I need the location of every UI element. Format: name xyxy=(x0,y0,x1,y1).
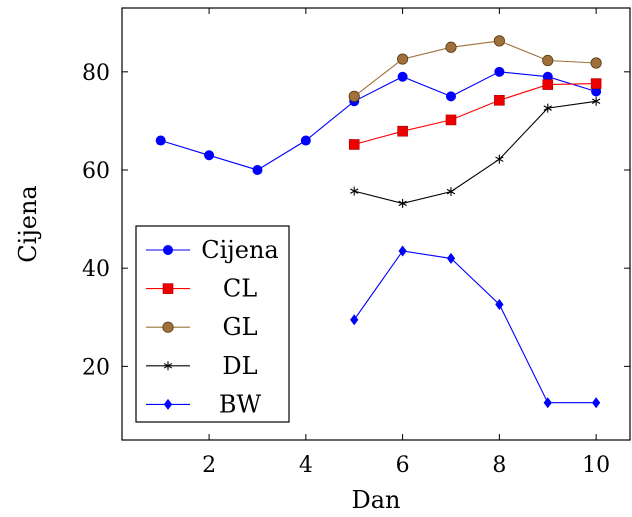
data-point-dl-1 xyxy=(398,198,407,208)
y-tick-label: 40 xyxy=(82,257,110,282)
plot-frame xyxy=(121,7,631,441)
series-line-cijena xyxy=(160,71,597,171)
x-tick-label: 2 xyxy=(202,453,216,478)
data-point-cijena-2 xyxy=(252,165,263,175)
legend-entry-cl: CL xyxy=(223,275,257,303)
legend-entry-dl: DL xyxy=(222,352,257,380)
data-point-cl-3 xyxy=(494,94,505,106)
data-point-cijena-0 xyxy=(155,135,166,146)
data-point-gl-0 xyxy=(348,90,360,102)
data-point-cl-1 xyxy=(397,125,408,137)
data-point-bw-0 xyxy=(350,314,359,326)
y-tick-label: 20 xyxy=(82,355,110,380)
data-point-cijena-6 xyxy=(445,91,456,102)
y-tick-label: 60 xyxy=(82,159,110,184)
data-point-cijena-9 xyxy=(591,86,602,97)
data-point-dl-0 xyxy=(350,186,359,196)
x-tick-label: 6 xyxy=(396,453,410,478)
data-point-bw-2 xyxy=(446,252,456,264)
data-point-cl-2 xyxy=(445,114,457,126)
data-point-gl-4 xyxy=(542,54,554,67)
data-point-cijena-8 xyxy=(542,71,553,82)
data-point-cl-5 xyxy=(590,78,602,89)
x-tick-label: 8 xyxy=(492,453,506,478)
data-point-dl-3 xyxy=(495,154,504,164)
data-point-gl-1 xyxy=(397,53,409,65)
x-tick-label: 10 xyxy=(582,453,610,478)
legend-marker-bw xyxy=(163,398,173,410)
axes-layer: 2 4 6 8 10 20 40 60 80 xyxy=(82,7,631,478)
data-point-gl-3 xyxy=(493,35,505,47)
legend-entry-cijena: Cijena xyxy=(201,236,278,264)
data-point-cijena-3 xyxy=(300,135,311,146)
data-point-dl-4 xyxy=(543,103,552,113)
legend-box xyxy=(135,225,290,423)
series-line-dl xyxy=(354,100,597,204)
data-point-dl-5 xyxy=(591,96,601,106)
legend-entry-gl: GL xyxy=(222,313,257,341)
data-point-gl-5 xyxy=(590,57,602,69)
data-point-bw-1 xyxy=(398,245,407,257)
x-axis-label: Dan xyxy=(351,486,400,514)
series-layer xyxy=(155,35,602,409)
data-point-cijena-5 xyxy=(397,71,408,82)
legend-marker-dl xyxy=(163,361,173,371)
y-axis-label: Cijena xyxy=(14,185,42,262)
series-line-cl xyxy=(354,83,597,146)
legend-marker-cijena xyxy=(163,245,173,255)
legend-marker-gl xyxy=(162,321,174,333)
data-point-cl-0 xyxy=(348,139,360,150)
data-point-cijena-7 xyxy=(494,66,505,77)
data-point-gl-2 xyxy=(445,41,457,53)
legend-marker-cl xyxy=(162,283,174,294)
series-line-bw xyxy=(353,250,597,404)
y-tick-label: 80 xyxy=(82,61,110,86)
legend-entry-bw: BW xyxy=(219,390,262,418)
data-point-cl-4 xyxy=(542,79,554,90)
data-point-bw-5 xyxy=(592,397,601,409)
data-point-dl-2 xyxy=(446,187,456,197)
x-tick-label: 4 xyxy=(299,453,313,478)
legend: Cijena CL GL DL BW xyxy=(135,225,290,423)
data-point-bw-3 xyxy=(495,299,504,311)
data-point-bw-4 xyxy=(543,397,552,409)
data-point-cijena-1 xyxy=(204,150,215,161)
series-line-gl xyxy=(353,40,597,97)
